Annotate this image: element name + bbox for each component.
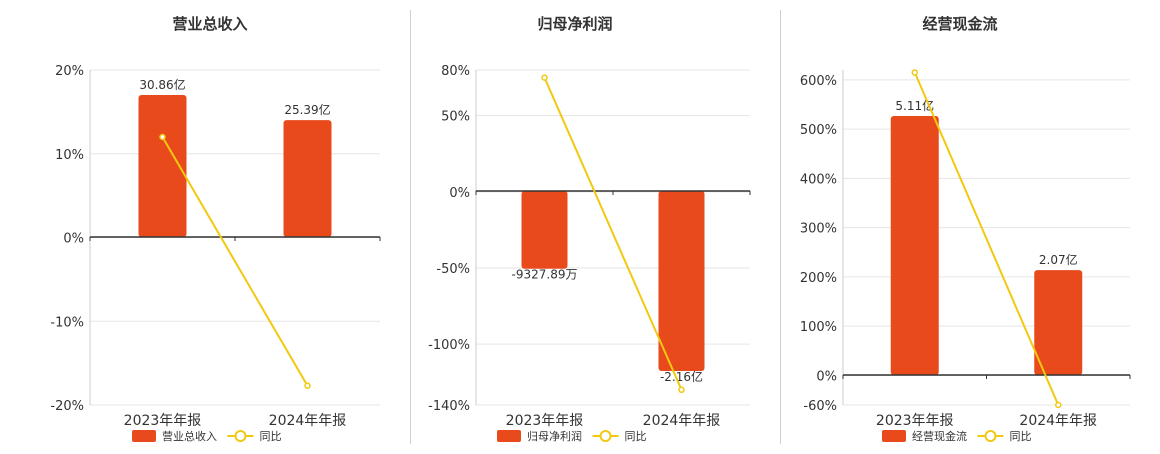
chart-title: 归母净利润 [537,15,612,33]
legend-bar-swatch [497,430,521,442]
yoy-line [161,136,309,387]
legend-line-marker [234,430,247,442]
x-tick-label: 2024年年报 [643,413,721,429]
y-tick-label: -100% [428,338,470,353]
yoy-line [543,77,683,391]
bar-data-label: 2.07亿 [1039,252,1078,267]
x-tick-label: 2024年年报 [269,413,347,429]
chart-panel: 营业总收入 20% 10% 0% -10% -20% 30.86亿 25.39亿 2023年年报… [0,0,410,450]
legend-bar-label: 营业总收入 [162,429,217,443]
chart-svg: 营业总收入 20% 10% 0% -10% -20% 30.86亿 25.39亿 2023年年报… [50,15,381,443]
legend-line-label: 同比 [1010,430,1032,443]
legend-bar-label: 经营现金流 [912,429,967,443]
legend-bar-swatch [882,430,906,442]
bar[interactable] [890,116,939,375]
yoy-point[interactable] [304,382,311,389]
legend-bar-swatch [132,430,156,442]
y-tick-label: -10% [50,315,84,330]
yoy-line [913,72,1060,406]
y-tick-label: 0% [63,232,84,247]
bar[interactable] [521,191,568,269]
y-tick-label: 10% [55,148,84,163]
y-tick-label: 20% [55,64,84,79]
bar-data-label: -2.16亿 [660,369,703,384]
chart-title: 营业总收入 [172,15,247,33]
panel-separator [410,10,411,444]
bar[interactable] [1034,270,1083,375]
yoy-point[interactable] [911,69,918,76]
yoy-point[interactable] [1055,401,1062,409]
bar[interactable] [658,191,705,371]
legend-line-marker [599,430,612,442]
y-tick-label: 50% [441,110,470,125]
y-tick-label: -50% [436,262,470,277]
bar[interactable] [138,95,187,237]
y-tick-label: 200% [800,271,837,286]
x-tick-label: 2024年年报 [1019,413,1097,429]
chart-panel: 归母净利润 80% 50% 0% -50% -100% -140% -9327.89万 -2.1… [410,0,780,450]
legend-line-marker [984,430,997,442]
y-tick-label: 600% [800,74,837,89]
y-tick-label: 300% [800,222,837,237]
chart-title: 经营现金流 [922,15,997,33]
y-tick-label: 100% [800,320,837,335]
chart-panel: 经营现金流 600% 500% 400% 300% 200% 100% 0% -60% 5.11亿… [780,0,1160,450]
legend-line-label: 同比 [260,430,282,443]
x-tick-label: 2023年年报 [124,413,202,429]
y-tick-label: -140% [428,399,470,414]
y-tick-label: 80% [441,64,470,79]
legend-bar-label: 归母净利润 [527,429,582,443]
y-tick-label: 0% [816,369,837,384]
y-tick-label: -60% [803,399,837,414]
legend-line-label: 同比 [625,430,647,443]
bar-data-label: 25.39亿 [284,102,330,117]
x-tick-label: 2023年年报 [876,413,954,429]
bar-data-label: -9327.89万 [512,268,578,282]
yoy-point[interactable] [678,386,685,394]
chart-svg: 经营现金流 600% 500% 400% 300% 200% 100% 0% -60% 5.11亿… [800,15,1131,443]
yoy-point[interactable] [159,133,166,141]
chart-svg: 归母净利润 80% 50% 0% -50% -100% -140% -9327.89万 -2.1… [428,15,751,443]
bar-data-label: 30.86亿 [139,77,185,92]
panel-separator [780,10,781,444]
y-tick-label: 0% [449,186,470,201]
y-tick-label: -20% [50,399,84,414]
y-tick-label: 500% [800,123,837,138]
bar[interactable] [283,120,332,237]
bar-data-label: 5.11亿 [895,98,934,113]
yoy-point[interactable] [541,74,548,81]
x-tick-label: 2023年年报 [506,413,584,429]
y-tick-label: 400% [800,172,837,187]
